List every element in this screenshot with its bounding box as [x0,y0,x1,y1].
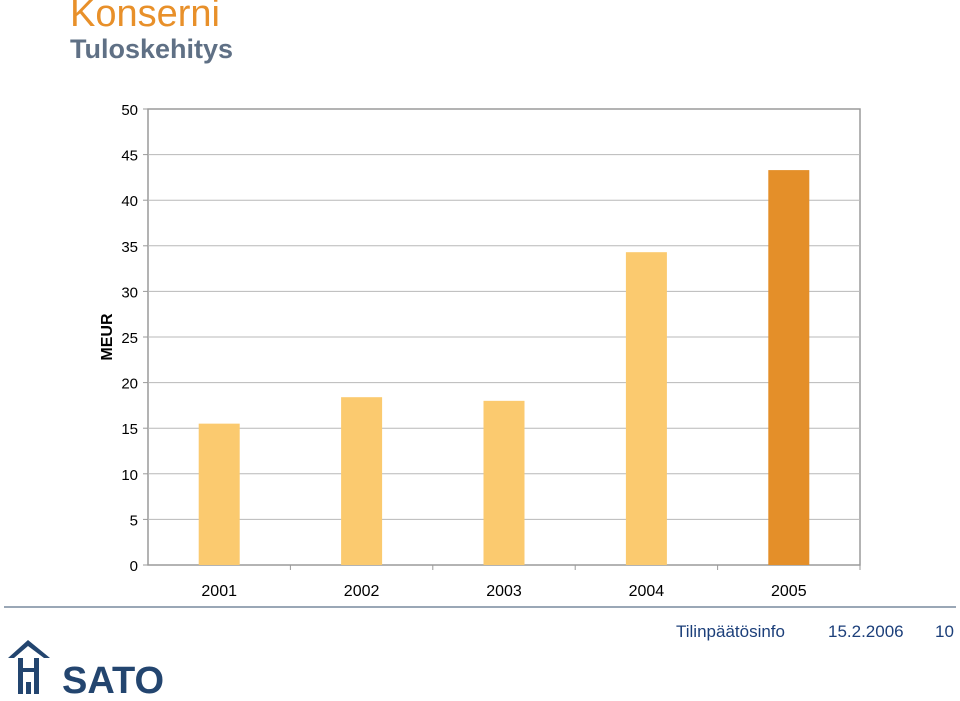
logo-text: SATO [62,660,164,696]
y-tick-label: 40 [121,193,138,210]
bar-2001 [198,423,240,565]
y-tick-label: 10 [121,467,138,484]
house-logo-icon [8,640,50,694]
x-tick-label: 2004 [629,583,665,600]
footer-info: Tilinpäätösinfo [676,622,785,641]
y-tick-label: 50 [121,102,138,119]
y-tick-label: 5 [130,512,138,529]
y-tick-label: 35 [121,239,138,256]
x-tick-label: 2002 [344,583,380,600]
y-tick-label: 25 [121,330,138,347]
x-tick-label: 2003 [486,583,522,600]
y-tick-label: 15 [121,421,138,438]
slide-title: Konserni [70,0,220,35]
footer-divider [4,606,956,608]
footer-date: 15.2.2006 [828,622,904,641]
bar-chart: 0 5 10 15 20 25 30 35 40 45 50 MEUR 2001 2002 2003 2004… [99,102,861,600]
slide-subtitle: Tuloskehitys [70,34,234,64]
x-tick-label: 2005 [771,583,807,600]
page-number: 10 [935,622,954,641]
x-tick-label: 2001 [201,583,237,600]
y-axis-label: MEUR [99,313,116,361]
bar-2003 [483,400,525,565]
y-tick-label: 20 [121,376,138,393]
bar-2004 [625,252,667,565]
sato-logo: SATO [8,640,164,696]
y-tick-label: 30 [121,284,138,301]
y-tick-label: 45 [121,148,138,165]
y-tick-label: 0 [130,558,138,575]
bar-2002 [341,397,383,565]
bar-2005 [768,170,810,565]
